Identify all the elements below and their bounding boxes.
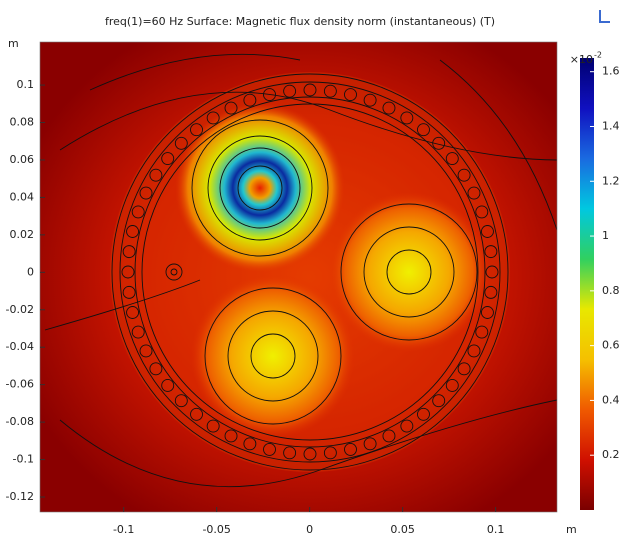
y-tick-label: 0 xyxy=(27,265,34,278)
x-unit: m xyxy=(566,523,577,535)
y-tick-label: 0.06 xyxy=(10,153,35,166)
colorbar-tick-label: 0.8 xyxy=(602,284,620,297)
y-tick-label: 0.08 xyxy=(10,116,35,129)
x-tick-label: -0.05 xyxy=(202,523,230,535)
colorbar-tick-label: 1 xyxy=(602,229,609,242)
y-tick-label: -0.08 xyxy=(6,415,34,428)
x-tick-label: -0.1 xyxy=(113,523,134,535)
y-tick-label: -0.06 xyxy=(6,378,34,391)
y-tick-label: -0.04 xyxy=(6,340,34,353)
x-tick-label: 0.1 xyxy=(487,523,505,535)
colorbar-tick-label: 0.4 xyxy=(602,393,620,406)
y-tick-label: -0.02 xyxy=(6,303,34,316)
y-unit: m xyxy=(8,37,19,50)
chart-title: freq(1)=60 Hz Surface: Magnetic flux den… xyxy=(105,15,495,28)
colorbar-exponent: -2 xyxy=(594,51,602,60)
colorbar-tick-label: 1.2 xyxy=(602,174,620,187)
y-tick-label: -0.1 xyxy=(13,453,34,466)
colorbar-tick-label: 1.6 xyxy=(602,65,620,78)
colorbar xyxy=(580,58,594,510)
colorbar-tick-label: 0.2 xyxy=(602,448,620,461)
colorbar-multiplier: ×10 xyxy=(570,53,593,66)
surface xyxy=(40,42,557,512)
y-tick-label: 0.04 xyxy=(10,190,35,203)
colorbar-tick-label: 1.4 xyxy=(602,119,620,132)
y-tick-label: -0.12 xyxy=(6,490,34,503)
x-tick-label: 0 xyxy=(306,523,313,535)
x-tick-label: 0.05 xyxy=(390,523,415,535)
toolbar-icon xyxy=(599,10,610,23)
y-tick-label: 0.02 xyxy=(10,228,35,241)
y-tick-label: 0.1 xyxy=(17,78,35,91)
colorbar-tick-label: 0.6 xyxy=(602,339,620,352)
